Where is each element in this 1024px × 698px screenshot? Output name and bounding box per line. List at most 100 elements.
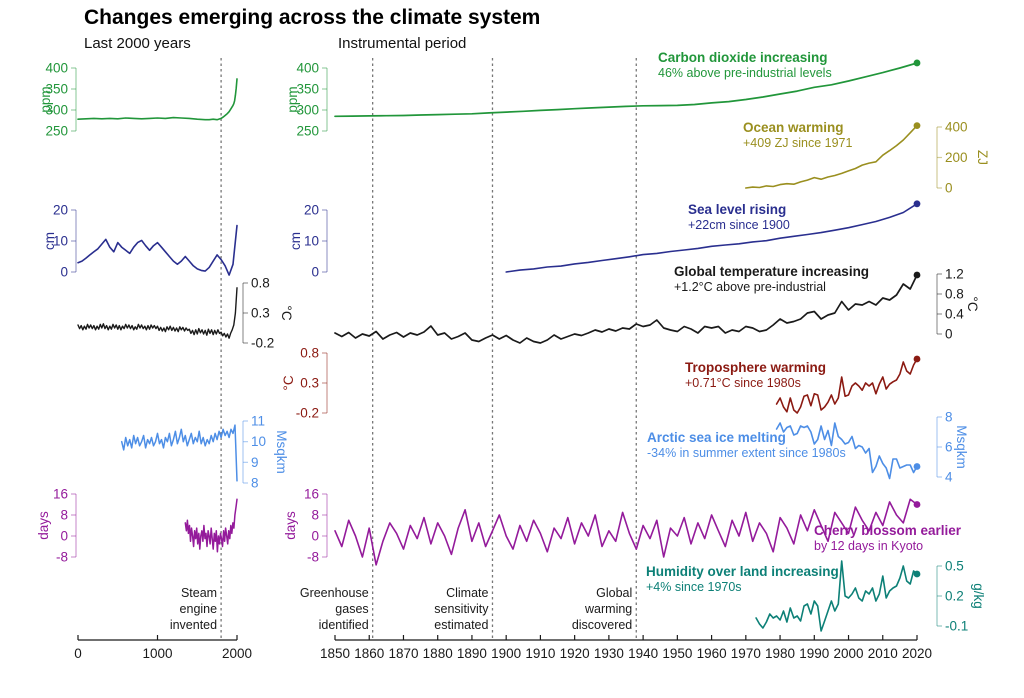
y-axis-tick-label-degc-right: 1.2 <box>945 267 964 282</box>
x-axis-tick-label: 1980 <box>765 646 795 661</box>
event-label-global-warming: Global <box>596 586 632 600</box>
y-axis-unit-gkg-right: g/kg <box>971 583 986 609</box>
y-axis-tick-label-degc-left: 0.3 <box>251 306 270 321</box>
series-sea-level-end-dot <box>913 200 921 208</box>
series-label-co2: Carbon dioxide increasing 46% above pre-… <box>658 50 832 81</box>
series-temp-line <box>334 274 918 344</box>
series-label-sea-ice-subtitle: -34% in summer extent since 1980s <box>647 446 846 460</box>
series-label-ocean: Ocean warming +409 ZJ since 1971 <box>743 120 852 151</box>
y-axis-unit-cm-left: cm <box>42 232 57 250</box>
series-temp-paleo-line <box>77 287 238 339</box>
event-label-steam: invented <box>170 618 217 632</box>
x-axis-tick-label: 1970 <box>731 646 761 661</box>
series-sea-ice-paleo-line <box>120 424 238 482</box>
y-axis-tick-label-zj-right: 400 <box>945 120 968 135</box>
series-co2-line <box>334 62 918 118</box>
y-axis-unit-days-left: days <box>36 511 51 540</box>
event-label-greenhouse: identified <box>319 618 369 632</box>
series-label-sea-level-title: Sea level rising <box>688 202 787 217</box>
y-axis-tick-label-msqkm-left: 9 <box>251 455 259 470</box>
y-axis-tick-label-gkg-right: 0.2 <box>945 589 964 604</box>
event-label-global-warming: warming <box>584 602 632 616</box>
series-label-troposphere-title: Troposphere warming <box>685 360 827 375</box>
y-axis-tick-label-ppm-left: 350 <box>45 82 68 97</box>
series-ocean-heat-end-dot <box>913 122 921 130</box>
event-label-greenhouse: gases <box>335 602 368 616</box>
y-axis-tick-label-msqkm-left: 8 <box>251 476 259 491</box>
series-sea-ice-line <box>775 422 918 480</box>
series-label-ocean-subtitle: +409 ZJ since 1971 <box>743 136 853 150</box>
series-label-global-temp-subtitle: +1.2°C above pre-industrial <box>674 280 826 294</box>
x-axis-tick-label: 1940 <box>628 646 658 661</box>
y-axis-tick-label-ppm-right: 400 <box>296 61 319 76</box>
series-label-sea-ice: Arctic sea ice melting -34% in summer ex… <box>647 430 846 461</box>
x-axis-tick-label: 2000 <box>834 646 864 661</box>
x-axis-tick-label: 1860 <box>354 646 384 661</box>
y-axis-tick-label-cm-right: 10 <box>304 234 319 249</box>
y-axis-tick-label-gkg-right: -0.1 <box>945 619 968 634</box>
x-axis-tick-label: 1850 <box>320 646 350 661</box>
y-axis-tick-label-days-left: 0 <box>60 529 68 544</box>
y-axis-tick-label-degc-left: 0.8 <box>251 276 270 291</box>
y-axis-tick-label-msqkm-right: 8 <box>945 410 953 425</box>
y-axis-tick-label-degc-tropo: -0.2 <box>296 406 319 421</box>
x-axis-tick-label: 1900 <box>491 646 521 661</box>
series-temp-end-dot <box>913 271 921 279</box>
y-axis-tick-label-degc-tropo: 0.8 <box>300 346 319 361</box>
series-humidity-end-dot <box>913 570 921 578</box>
y-axis-tick-label-degc-tropo: 0.3 <box>300 376 319 391</box>
y-axis-tick-label-cm-right: 20 <box>304 203 319 218</box>
series-troposphere-end-dot <box>913 355 921 363</box>
series-sea-ice-end-dot <box>913 463 921 470</box>
x-axis-tick-label: 1920 <box>560 646 590 661</box>
series-co2-end-dot <box>913 59 921 67</box>
x-axis-tick-label: 2010 <box>868 646 898 661</box>
y-axis-tick-label-ppm-right: 300 <box>296 103 319 118</box>
x-axis-tick-label: 1890 <box>457 646 487 661</box>
x-axis-tick-label: 1960 <box>697 646 727 661</box>
x-axis-tick-label: 1910 <box>525 646 555 661</box>
series-label-humidity: Humidity over land increasing +4% since … <box>646 564 839 595</box>
x-axis-tick-label: 1950 <box>662 646 692 661</box>
y-axis-tick-label-days-right: -8 <box>307 550 319 565</box>
series-sea-level-line <box>505 203 918 273</box>
x-axis-tick-label: 2000 <box>222 646 252 661</box>
y-axis-tick-label-ppm-left: 400 <box>45 61 68 76</box>
y-axis-tick-label-cm-right: 0 <box>311 265 319 280</box>
series-humidity-line <box>755 560 918 632</box>
event-label-steam: engine <box>180 602 218 616</box>
series-label-troposphere: Troposphere warming +0.71°C since 1980s <box>685 360 826 391</box>
page-title: Changes emerging across the climate syst… <box>84 6 541 29</box>
y-axis-tick-label-gkg-right: 0.5 <box>945 559 964 574</box>
event-label-climate-sensitivity: Climate <box>446 586 488 600</box>
y-axis-tick-label-cm-left: 10 <box>53 234 68 249</box>
series-troposphere-line <box>775 358 918 414</box>
y-axis-tick-label-msqkm-right: 4 <box>945 470 953 485</box>
y-axis-unit-zj-right: ZJ <box>975 150 990 165</box>
series-co2-paleo-line <box>77 78 238 121</box>
panel-subtitle-instrumental: Instrumental period <box>338 35 467 52</box>
event-label-steam: Steam <box>181 586 217 600</box>
series-label-cherry-blossom-title: Cherry blossom earlier <box>814 523 962 538</box>
series-label-ocean-title: Ocean warming <box>743 120 844 135</box>
y-axis-tick-label-cm-left: 0 <box>60 265 68 280</box>
y-axis-tick-label-days-left: -8 <box>56 550 68 565</box>
series-sea-level-paleo-line <box>77 224 238 276</box>
series-label-sea-level-subtitle: +22cm since 1900 <box>688 218 790 232</box>
series-label-co2-title: Carbon dioxide increasing <box>658 50 828 65</box>
y-axis-tick-label-msqkm-left: 11 <box>251 414 265 429</box>
y-axis-unit-days-right: days <box>283 511 298 540</box>
y-axis-tick-label-cm-left: 20 <box>53 203 68 218</box>
y-axis-tick-label-ppm-left: 250 <box>45 124 68 139</box>
y-axis-unit-msqkm-left: Msqkm <box>274 430 289 474</box>
x-axis-tick-label: 2020 <box>902 646 932 661</box>
y-axis-tick-label-degc-right: 0 <box>945 327 953 342</box>
y-axis-tick-label-msqkm-right: 6 <box>945 440 953 455</box>
y-axis-tick-label-ppm-left: 300 <box>45 103 68 118</box>
event-label-climate-sensitivity: sensitivity <box>434 602 489 616</box>
y-axis-tick-label-degc-left: -0.2 <box>251 336 274 351</box>
y-axis-unit-degc-right: °C <box>965 296 980 311</box>
y-axis-tick-label-days-left: 16 <box>53 487 68 502</box>
series-label-global-temp-title: Global temperature increasing <box>674 264 870 279</box>
x-axis-tick-label: 1880 <box>423 646 453 661</box>
